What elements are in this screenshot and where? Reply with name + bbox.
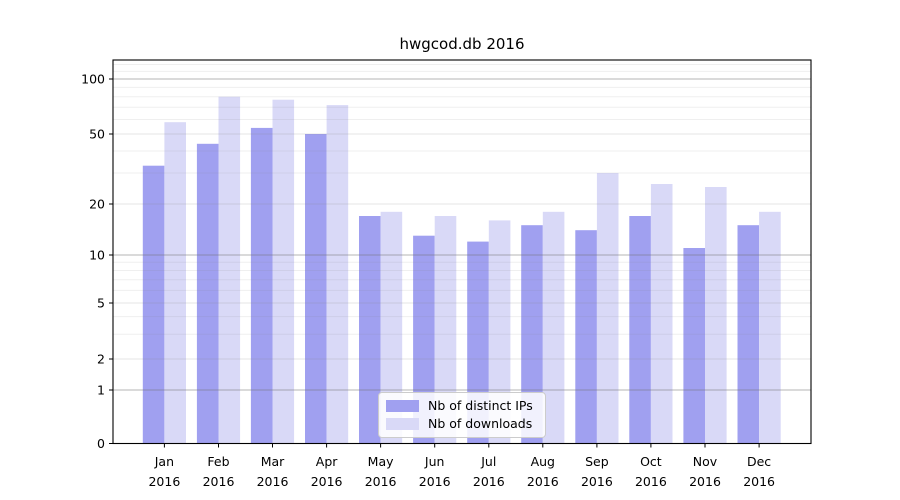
x-tick-label-year: 2016 <box>419 474 451 489</box>
x-tick-label-month: May <box>368 454 394 469</box>
x-tick-label-month: Apr <box>316 454 338 469</box>
bar-downloads-apr <box>326 105 349 444</box>
legend-item-downloads: Nb of downloads <box>386 417 533 431</box>
bar-distinct-ips-mar <box>250 127 273 444</box>
x-tick-label-year: 2016 <box>203 474 235 489</box>
bar-downloads-aug <box>542 211 565 444</box>
y-tick-label: 50 <box>89 126 105 141</box>
y-tick-label: 0 <box>97 436 105 451</box>
bar-distinct-ips-nov <box>683 248 705 444</box>
bar-downloads-dec <box>759 211 781 444</box>
bar-distinct-ips-feb <box>196 143 219 444</box>
x-tick-label-year: 2016 <box>148 474 180 489</box>
bar-downloads-sep <box>596 173 619 444</box>
bar-distinct-ips-dec <box>737 225 760 444</box>
x-tick-label-month: Feb <box>207 454 229 469</box>
x-tick-label-month: Dec <box>747 454 771 469</box>
y-tick-label: 1 <box>97 382 105 397</box>
x-tick-label-month: Mar <box>261 454 285 469</box>
bar-distinct-ips-jan <box>142 165 165 444</box>
bar-downloads-jul <box>488 220 511 444</box>
y-tick-label: 2 <box>97 351 105 366</box>
bar-downloads-jan <box>164 122 186 444</box>
x-tick-label-month: Jun <box>424 454 445 469</box>
bar-downloads-mar <box>272 99 295 444</box>
x-tick-label-year: 2016 <box>743 474 775 489</box>
legend: Nb of distinct IPs Nb of downloads <box>378 392 546 438</box>
legend-item-distinct-ips: Nb of distinct IPs <box>386 399 533 413</box>
bar-distinct-ips-may <box>359 216 381 444</box>
x-tick-label-month: Jul <box>480 454 496 469</box>
x-tick-label-year: 2016 <box>473 474 505 489</box>
bar-downloads-may <box>380 211 403 444</box>
x-tick-label-year: 2016 <box>365 474 397 489</box>
x-tick-label-year: 2016 <box>689 474 721 489</box>
bar-distinct-ips-jun <box>413 235 435 444</box>
y-tick-label: 5 <box>97 295 105 310</box>
y-tick-label: 100 <box>81 71 105 86</box>
bar-downloads-oct <box>650 184 673 444</box>
y-tick-label: 10 <box>89 247 105 262</box>
x-tick-label-month: Nov <box>693 454 718 469</box>
legend-label-downloads: Nb of downloads <box>428 416 533 431</box>
chart-title: hwgcod.db 2016 <box>399 35 525 53</box>
plot-frame <box>112 59 812 445</box>
legend-swatch-distinct-ips <box>386 400 419 412</box>
x-tick-label-year: 2016 <box>311 474 343 489</box>
x-tick-label-year: 2016 <box>257 474 289 489</box>
x-tick-label-month: Aug <box>531 454 555 469</box>
x-tick-label-year: 2016 <box>635 474 667 489</box>
x-tick-label-year: 2016 <box>581 474 613 489</box>
legend-swatch-downloads <box>386 418 419 430</box>
y-tick-label: 20 <box>89 196 105 211</box>
x-tick-label-month: Oct <box>640 454 662 469</box>
x-tick-label-month: Sep <box>585 454 609 469</box>
bar-downloads-nov <box>705 187 727 444</box>
bar-distinct-ips-aug <box>521 225 543 444</box>
legend-label-distinct-ips: Nb of distinct IPs <box>428 398 533 413</box>
bar-distinct-ips-apr <box>305 134 327 444</box>
x-tick-label-year: 2016 <box>527 474 559 489</box>
bar-distinct-ips-oct <box>629 216 651 444</box>
x-tick-label-month: Jan <box>154 454 174 469</box>
bar-downloads-jun <box>434 216 457 444</box>
bar-downloads-feb <box>218 96 241 444</box>
